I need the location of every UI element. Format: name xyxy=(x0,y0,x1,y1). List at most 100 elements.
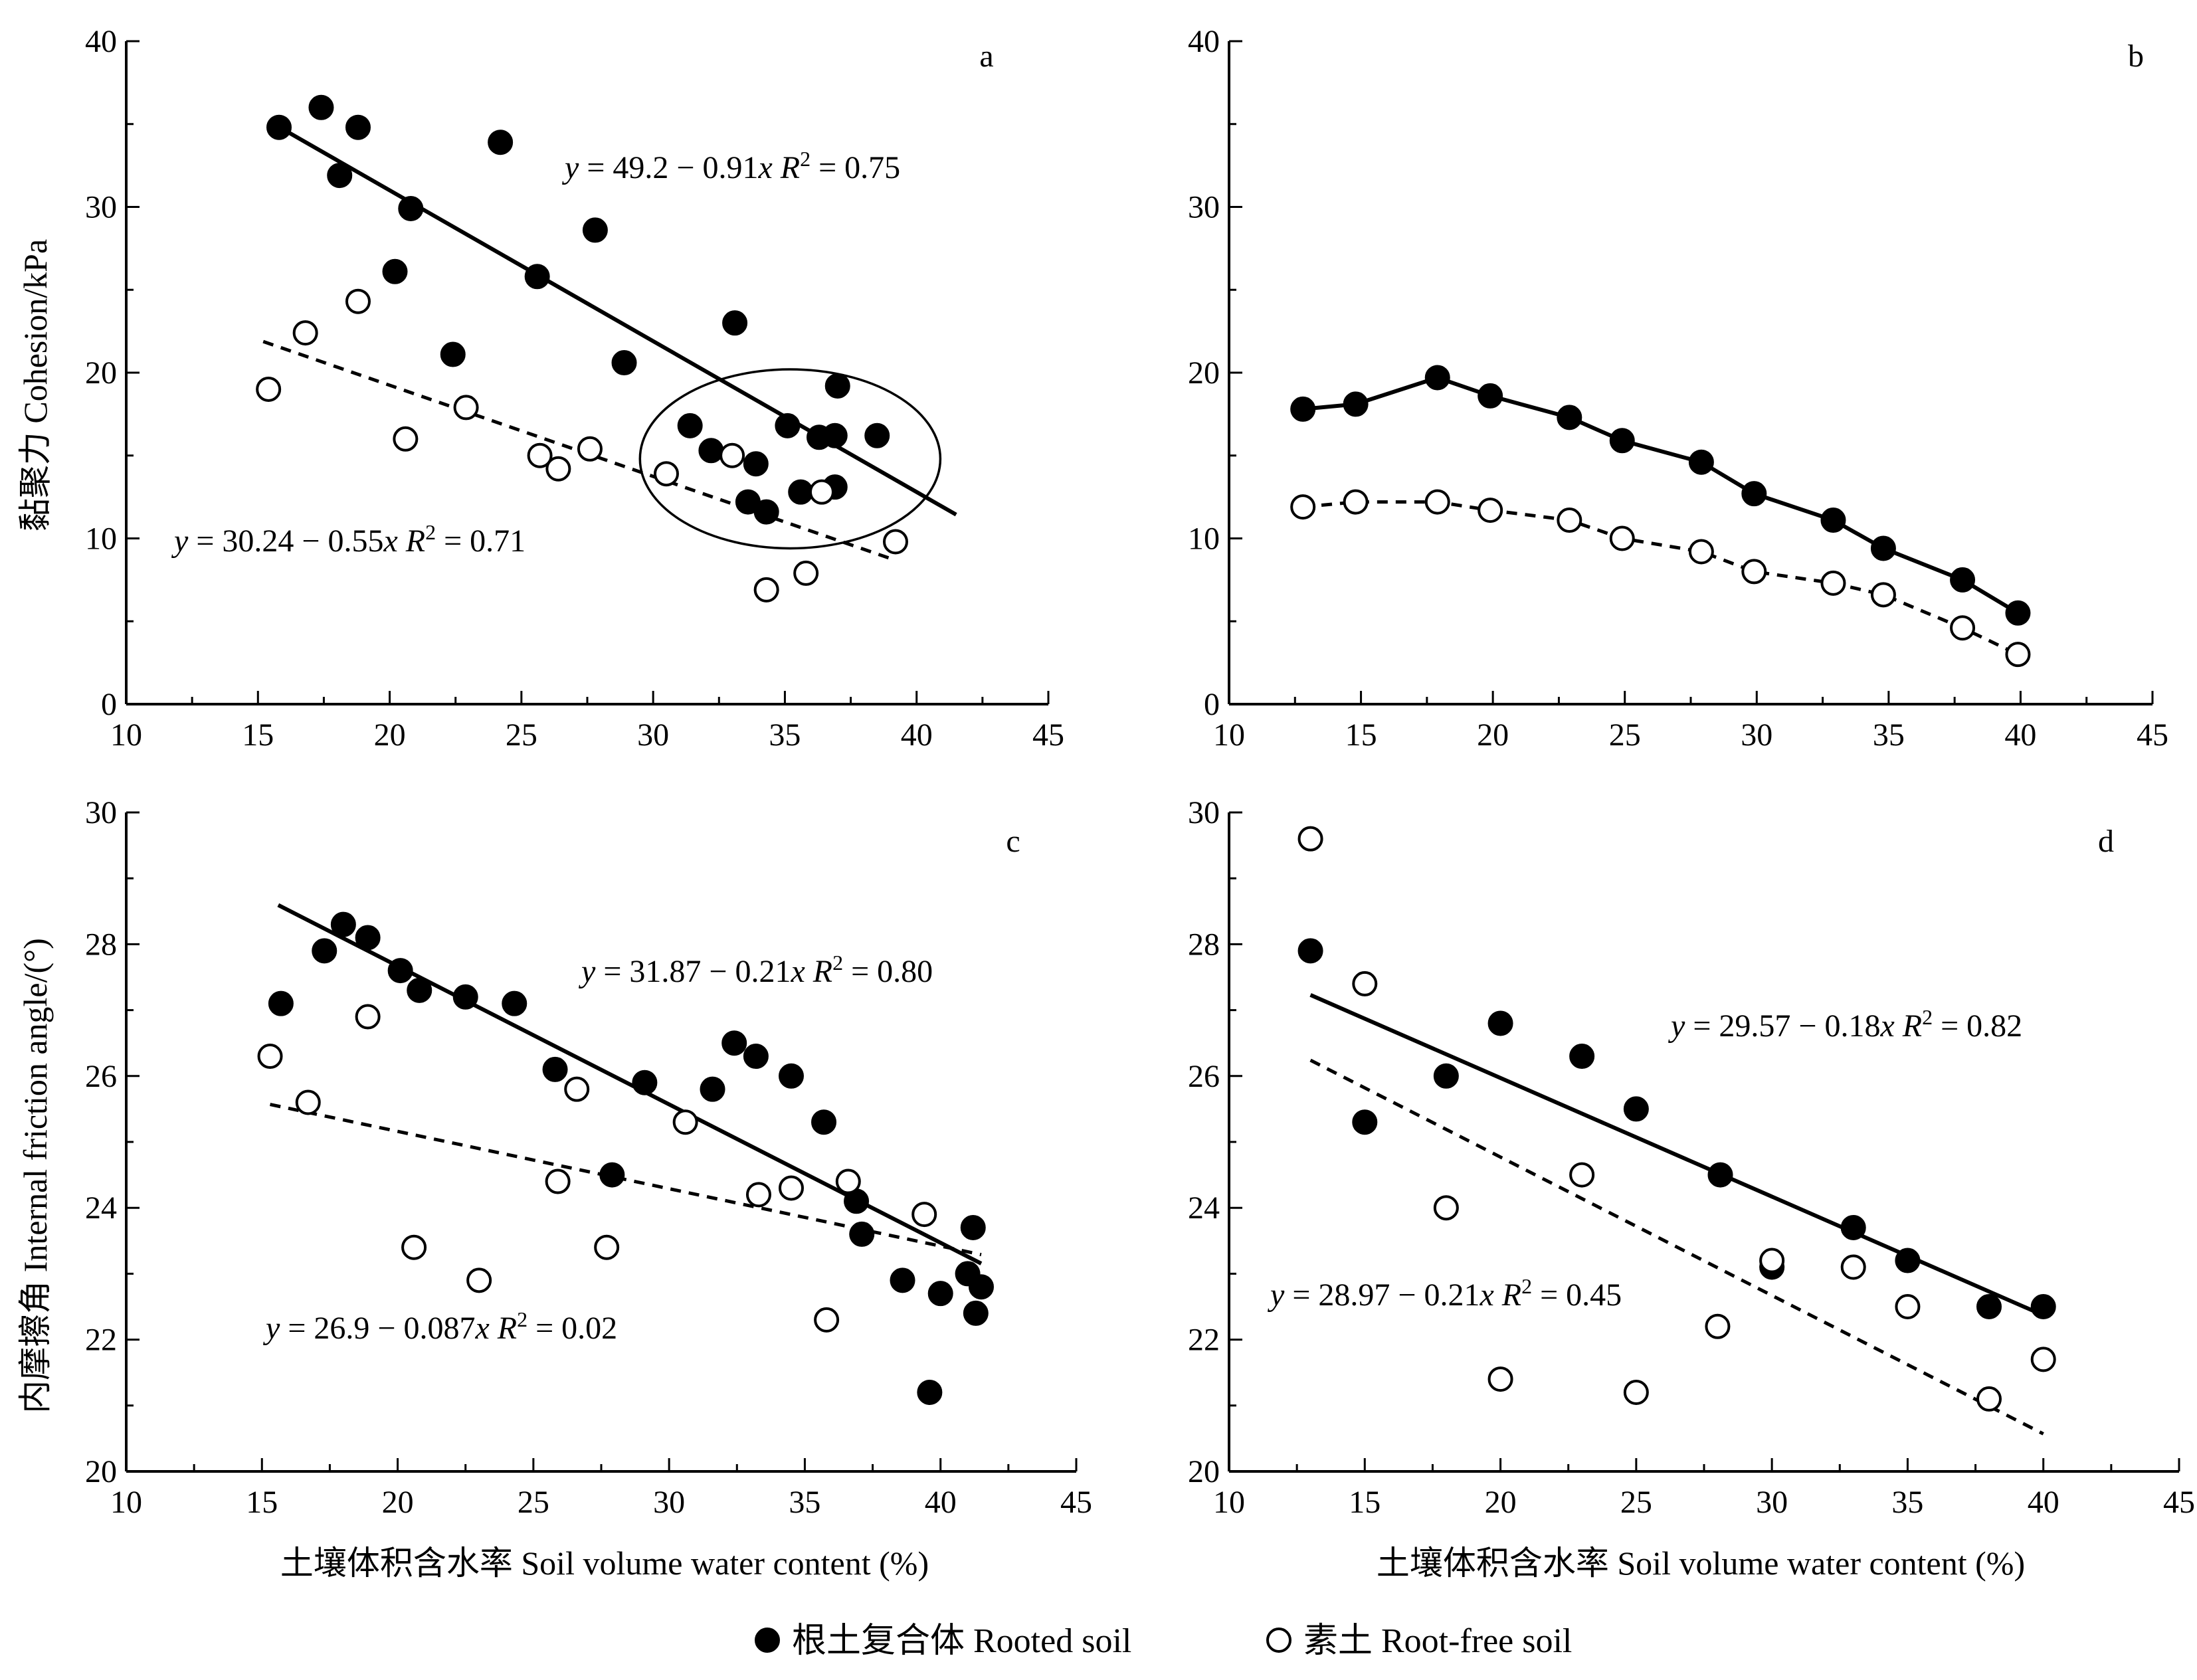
data-point-rooted xyxy=(1478,383,1503,409)
x-tick-label: 25 xyxy=(1620,1485,1652,1520)
data-point-rooted xyxy=(632,1070,658,1095)
y-tick-label: 22 xyxy=(85,1323,117,1358)
panel-d: 10 15 20 25 30 35 40 45 20 22 24 26 28 30 d y = 29.57 −… xyxy=(1188,795,2195,1520)
data-point-rootfree xyxy=(1487,1366,1513,1392)
data-point-rootfree xyxy=(292,320,318,346)
data-point-rootfree xyxy=(672,1109,698,1135)
fit-equation-rooted: y = 49.2 − 0.91x R2 = 0.75 xyxy=(561,147,900,185)
legend-label-rootfree: 素土 Root-free soil xyxy=(1303,1622,1572,1660)
data-point-rooted xyxy=(1840,1214,1866,1240)
data-point-rooted xyxy=(542,1056,568,1082)
y-tick-label: 20 xyxy=(85,1454,117,1489)
y-tick-label: 20 xyxy=(85,355,117,391)
data-point-rooted xyxy=(345,114,371,140)
x-tick-label: 15 xyxy=(246,1485,278,1520)
data-point-rootfree xyxy=(1895,1294,1921,1319)
panel-letter: b xyxy=(2128,39,2144,74)
y-tick-label: 28 xyxy=(1188,927,1220,962)
data-point-rooted xyxy=(382,258,408,284)
data-point-rooted xyxy=(1433,1063,1459,1089)
fit-equation-rootfree: y = 26.9 − 0.087x R2 = 0.02 xyxy=(262,1307,617,1346)
x-tick-label: 15 xyxy=(1349,1485,1381,1520)
data-point-rootfree xyxy=(1297,826,1323,852)
series-line-rootfree xyxy=(1302,500,2019,656)
panel-letter: c xyxy=(1006,824,1020,859)
data-point-rootfree xyxy=(393,426,419,452)
data-point-rootfree xyxy=(1976,1386,2002,1412)
data-point-rootfree xyxy=(882,529,908,555)
data-point-rooted xyxy=(1688,449,1714,475)
legend-marker-rooted xyxy=(755,1628,780,1653)
x-tick-label: 25 xyxy=(518,1485,549,1520)
y-tick-label: 26 xyxy=(85,1059,117,1094)
y-tick-label: 26 xyxy=(1188,1059,1220,1094)
data-point-rootfree xyxy=(911,1202,937,1228)
data-point-rootfree xyxy=(1433,1195,1459,1221)
fit-line-rootfree xyxy=(1309,1058,2044,1436)
x-tick-label: 15 xyxy=(1345,717,1377,753)
data-point-rooted xyxy=(398,195,424,221)
data-point-rooted xyxy=(890,1267,915,1293)
data-point-rooted xyxy=(1870,535,1896,561)
x-tick-label: 45 xyxy=(1032,717,1064,753)
data-point-rooted xyxy=(698,438,724,464)
data-point-rootfree xyxy=(401,1234,427,1260)
data-point-rootfree xyxy=(1478,498,1503,523)
data-point-rooted xyxy=(1623,1096,1649,1122)
x-tick-label: 20 xyxy=(382,1485,414,1520)
data-point-rootfree xyxy=(256,376,282,402)
x-tick-label: 15 xyxy=(242,717,274,753)
x-tick-label: 10 xyxy=(1213,717,1245,753)
y-tick-label: 40 xyxy=(85,24,117,59)
data-point-rootfree xyxy=(1424,489,1450,515)
x-tick-label: 40 xyxy=(2004,717,2036,753)
data-point-rootfree xyxy=(2030,1347,2056,1372)
y-tick-label: 30 xyxy=(85,795,117,830)
data-point-rooted xyxy=(1950,567,1976,593)
data-point-rootfree xyxy=(809,479,834,505)
y-tick-label: 30 xyxy=(1188,795,1220,830)
data-point-rooted xyxy=(824,373,850,399)
x-tick-label: 30 xyxy=(1756,1485,1788,1520)
data-point-rootfree xyxy=(835,1168,861,1194)
data-point-rooted xyxy=(1976,1294,2002,1319)
x-tick-label: 30 xyxy=(637,717,669,753)
data-point-rooted xyxy=(582,217,608,243)
y-tick-label: 22 xyxy=(1188,1323,1220,1358)
y-tick-label: 10 xyxy=(1188,521,1220,557)
x-tick-label: 35 xyxy=(1873,717,1905,753)
x-axis-label-left: 土壤体积含水率 Soil volume water content (%) xyxy=(280,1544,929,1582)
y-tick-label: 10 xyxy=(85,521,117,557)
data-point-rooted xyxy=(387,958,413,984)
y-tick-label: 24 xyxy=(85,1190,117,1226)
data-point-rootfree xyxy=(345,288,371,314)
data-point-rooted xyxy=(452,984,478,1010)
data-point-rooted xyxy=(677,413,703,438)
data-point-rooted xyxy=(917,1379,943,1405)
y-tick-label: 40 xyxy=(1188,24,1220,59)
y-tick-label: 0 xyxy=(101,687,117,722)
data-point-rooted xyxy=(1352,1109,1378,1135)
data-point-rootfree xyxy=(814,1307,840,1333)
data-point-rooted xyxy=(811,1109,837,1135)
data-point-rootfree xyxy=(564,1076,590,1102)
data-point-rooted xyxy=(355,925,381,951)
data-point-rooted xyxy=(960,1214,986,1240)
x-tick-label: 35 xyxy=(769,717,801,753)
data-point-rootfree xyxy=(545,1168,571,1194)
panel-letter: d xyxy=(2098,824,2114,859)
legend: 根土复合体 Rooted soil 素土 Root-free soil xyxy=(755,1622,1572,1660)
y-tick-label: 0 xyxy=(1204,687,1220,722)
data-point-rooted xyxy=(1820,508,1846,533)
data-point-rooted xyxy=(1297,938,1323,964)
data-point-rootfree xyxy=(594,1234,620,1260)
data-point-rootfree xyxy=(1759,1248,1785,1273)
data-point-rootfree xyxy=(745,1182,771,1208)
panel-letter: a xyxy=(979,39,993,74)
data-point-rootfree xyxy=(779,1175,804,1201)
y-axis-label-bottom: 内摩擦角 Internal friction angle/(°) xyxy=(17,938,54,1414)
x-tick-label: 35 xyxy=(1891,1485,1923,1520)
data-point-rooted xyxy=(1707,1162,1733,1188)
x-tick-label: 25 xyxy=(1609,717,1641,753)
